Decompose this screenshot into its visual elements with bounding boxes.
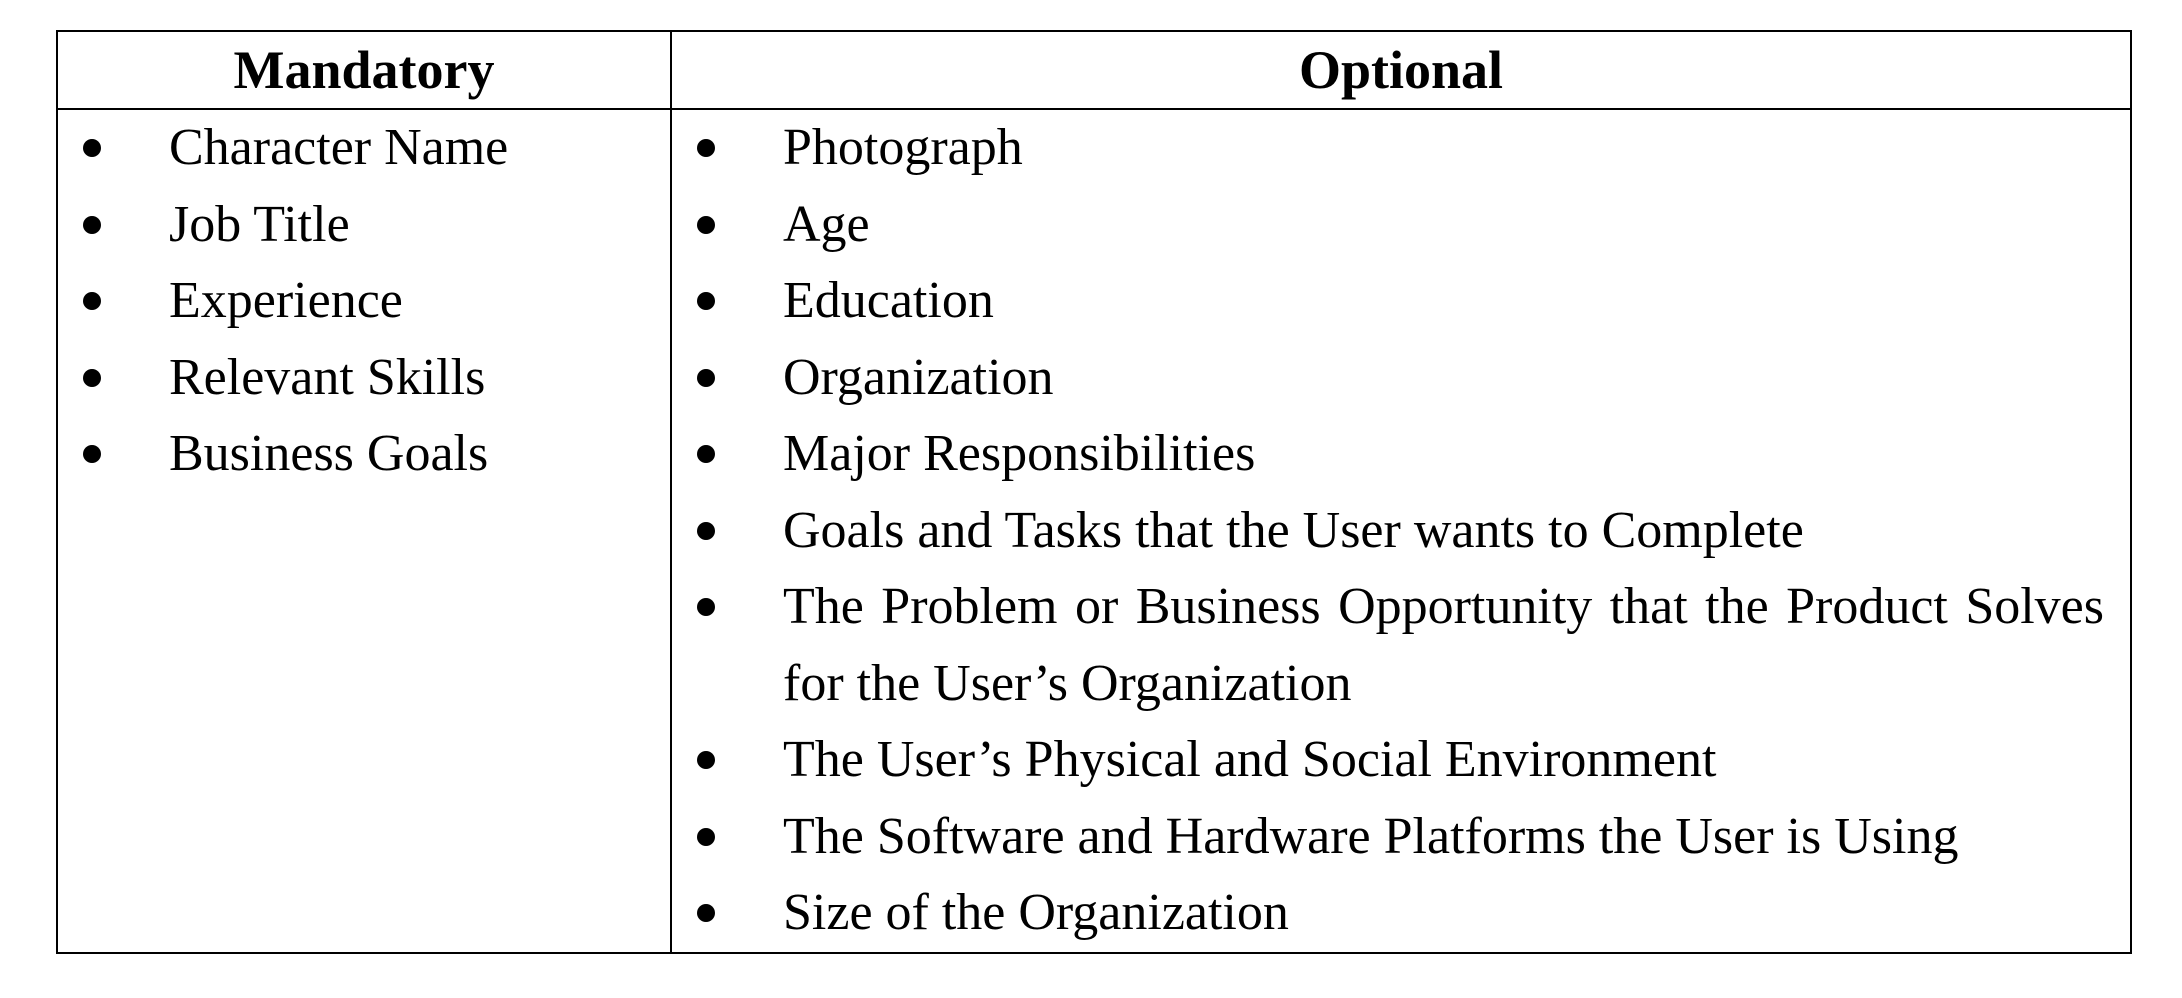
bullet-icon bbox=[697, 598, 715, 616]
bullet-icon bbox=[697, 522, 715, 540]
list-item: Goals and Tasks that the User wants to C… bbox=[672, 493, 2130, 570]
header-row: Mandatory Optional bbox=[57, 31, 2131, 109]
list-item-text: Business Goals bbox=[169, 425, 488, 482]
list-item: Character Name bbox=[58, 110, 670, 187]
list-item: Size of the Organization bbox=[672, 875, 2130, 952]
list-item-text: Experience bbox=[169, 272, 403, 329]
list-item: Photograph bbox=[672, 110, 2130, 187]
list-item: Relevant Skills bbox=[58, 340, 670, 417]
body-row: Character Name Job Title Experience Rele… bbox=[57, 109, 2131, 953]
list-item: Organization bbox=[672, 340, 2130, 417]
optional-list: Photograph Age Education Organization Ma… bbox=[672, 110, 2130, 952]
list-item: The User’s Physical and Social Environme… bbox=[672, 722, 2130, 799]
list-item-text: Job Title bbox=[169, 196, 350, 253]
bullet-icon bbox=[697, 216, 715, 234]
list-item-text: Age bbox=[783, 196, 870, 253]
list-item-text: Goals and Tasks that the User wants to C… bbox=[783, 502, 1804, 559]
list-item: Job Title bbox=[58, 187, 670, 264]
bullet-icon bbox=[697, 445, 715, 463]
bullet-icon bbox=[83, 369, 101, 387]
persona-attributes-table: Mandatory Optional Character Name Job Ti… bbox=[56, 30, 2132, 954]
list-item-text: Size of the Organization bbox=[783, 884, 1289, 941]
list-item-text: The Problem or Business Opportunity that… bbox=[783, 578, 2104, 712]
list-item: Age bbox=[672, 187, 2130, 264]
bullet-icon bbox=[83, 139, 101, 157]
mandatory-cell: Character Name Job Title Experience Rele… bbox=[57, 109, 671, 953]
list-item: The Software and Hardware Platforms the … bbox=[672, 799, 2130, 876]
list-item-text: Relevant Skills bbox=[169, 349, 485, 406]
list-item-text: Character Name bbox=[169, 119, 508, 176]
bullet-icon bbox=[83, 292, 101, 310]
mandatory-list: Character Name Job Title Experience Rele… bbox=[58, 110, 670, 493]
optional-header: Optional bbox=[671, 31, 2131, 109]
list-item: Business Goals bbox=[58, 416, 670, 493]
list-item-text: The Software and Hardware Platforms the … bbox=[783, 808, 1958, 865]
list-item: Education bbox=[672, 263, 2130, 340]
list-item: The Problem or Business Opportunity that… bbox=[672, 569, 2130, 722]
optional-cell: Photograph Age Education Organization Ma… bbox=[671, 109, 2131, 953]
bullet-icon bbox=[697, 904, 715, 922]
bullet-icon bbox=[83, 216, 101, 234]
bullet-icon bbox=[697, 292, 715, 310]
list-item-text: Major Responsibilities bbox=[783, 425, 1255, 482]
bullet-icon bbox=[697, 828, 715, 846]
bullet-icon bbox=[697, 139, 715, 157]
list-item: Experience bbox=[58, 263, 670, 340]
list-item-text: Photograph bbox=[783, 119, 1023, 176]
list-item-text: The User’s Physical and Social Environme… bbox=[783, 731, 1716, 788]
list-item-text: Organization bbox=[783, 349, 1054, 406]
list-item-text: Education bbox=[783, 272, 994, 329]
bullet-icon bbox=[83, 445, 101, 463]
list-item: Major Responsibilities bbox=[672, 416, 2130, 493]
bullet-icon bbox=[697, 751, 715, 769]
bullet-icon bbox=[697, 369, 715, 387]
mandatory-header: Mandatory bbox=[57, 31, 671, 109]
